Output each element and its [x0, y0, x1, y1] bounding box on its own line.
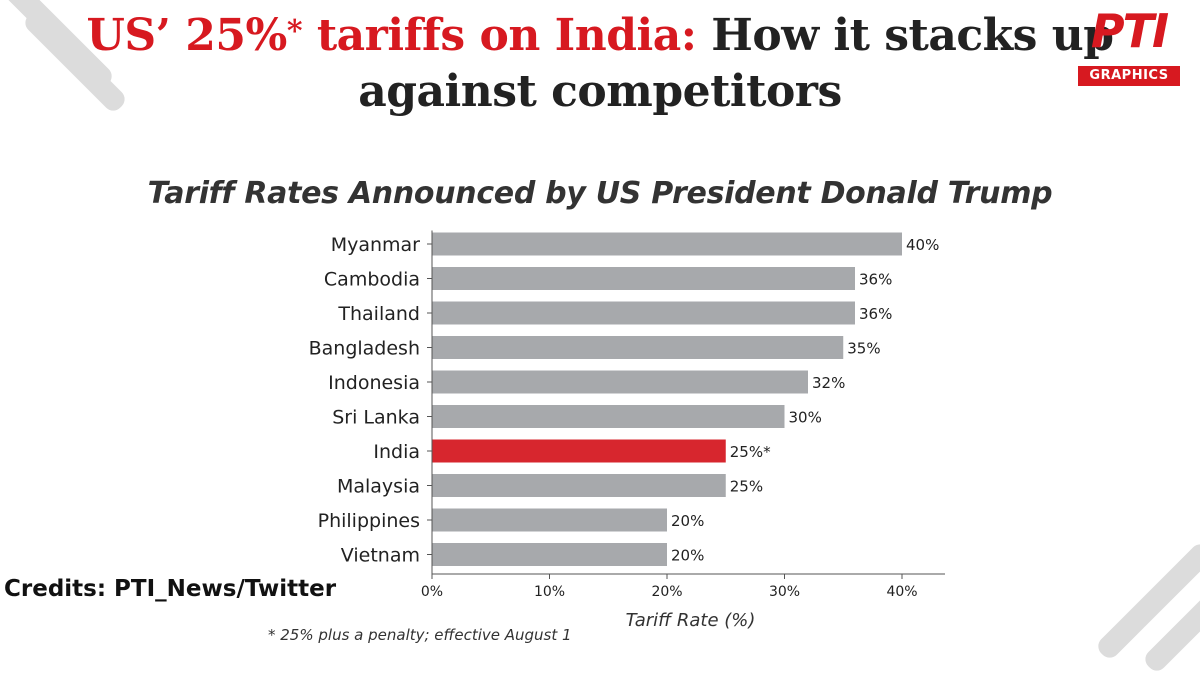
- headline-red-part-2: tariffs on India:: [302, 10, 697, 61]
- x-axis-label: Tariff Rate (%): [626, 610, 756, 631]
- x-tick-label: 30%: [769, 584, 800, 600]
- data-label: 30%: [789, 409, 822, 427]
- x-tick-label: 10%: [534, 584, 565, 600]
- bar: [432, 370, 808, 394]
- data-label: 40%: [906, 236, 939, 254]
- data-label: 32%: [812, 374, 845, 392]
- logo-sub: GRAPHICS: [1078, 66, 1180, 86]
- data-label: 36%: [859, 271, 892, 289]
- headline-red-part: US’ 25%: [86, 10, 287, 61]
- credits-text: Credits: PTI_News/Twitter: [3, 575, 337, 602]
- y-tick-label: Sri Lanka: [332, 407, 420, 429]
- y-tick-label: Myanmar: [331, 234, 420, 256]
- data-label: 35%: [847, 340, 880, 358]
- bar: [432, 508, 667, 532]
- bar: [432, 336, 844, 359]
- bar: [432, 232, 902, 256]
- bar: [432, 405, 785, 428]
- y-tick-label: Bangladesh: [309, 338, 420, 360]
- pti-graphics-logo: PTI GRAPHICS: [1076, 0, 1182, 88]
- y-tick-label: Vietnam: [341, 545, 420, 567]
- x-tick-label: 0%: [421, 584, 443, 600]
- x-tick-label: 20%: [651, 584, 682, 600]
- bar-highlight: [432, 439, 726, 463]
- y-tick-label: Thailand: [337, 303, 420, 325]
- y-tick-label: Indonesia: [328, 372, 420, 394]
- logo-mark: PTI: [1090, 4, 1169, 58]
- data-label: 20%: [671, 512, 704, 530]
- data-label: 25%: [730, 478, 763, 496]
- bar: [432, 301, 855, 325]
- y-tick-label: Philippines: [318, 510, 420, 532]
- headline-dark-part: How it stacks up against competitors: [358, 10, 1114, 117]
- x-tick-label: 40%: [886, 584, 917, 600]
- bar: [432, 267, 855, 290]
- headline: US’ 25%* tariffs on India: How it stacks…: [0, 8, 1200, 120]
- data-label: 36%: [859, 305, 892, 323]
- data-label: 25%*: [730, 443, 771, 461]
- footnote: * 25% plus a penalty; effective August 1: [268, 626, 572, 644]
- bar: [432, 543, 667, 566]
- chart-title: Tariff Rates Announced by US President D…: [147, 176, 1053, 211]
- y-tick-label: Malaysia: [337, 476, 420, 498]
- y-tick-label: India: [373, 441, 420, 463]
- headline-asterisk: *: [286, 14, 303, 49]
- y-tick-label: Cambodia: [324, 269, 420, 291]
- bar: [432, 474, 726, 497]
- data-label: 20%: [671, 547, 704, 565]
